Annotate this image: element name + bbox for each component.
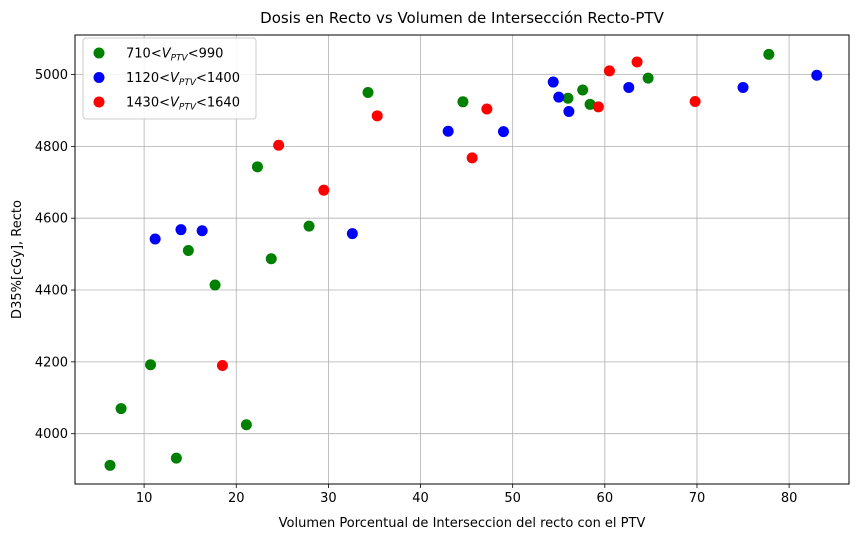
x-tick-label: 20 [228, 491, 245, 506]
data-points [104, 48, 823, 471]
y-axis-label: D35%[cGy], Recto [10, 200, 25, 319]
data-point-series-1 [209, 279, 221, 291]
data-point-series-1 [240, 419, 252, 431]
y-tick-label: 4600 [35, 212, 68, 227]
legend-marker-2 [93, 72, 105, 83]
data-point-series-3 [603, 65, 615, 77]
data-point-series-1 [251, 161, 263, 173]
legend-label-2: 1120<VPTV<1400 [126, 71, 240, 88]
data-point-series-1 [584, 98, 596, 110]
x-tick-label: 80 [781, 491, 798, 506]
data-point-series-1 [763, 48, 775, 60]
legend-label-3: 1430<VPTV<1640 [126, 96, 240, 113]
x-tick-label: 60 [597, 491, 614, 506]
x-tick-label: 30 [320, 491, 337, 506]
data-point-series-1 [303, 220, 315, 232]
data-point-series-1 [104, 459, 116, 471]
data-point-series-1 [562, 92, 574, 104]
plot-frame [74, 34, 850, 485]
x-tick-label: 40 [412, 491, 429, 506]
data-point-series-3 [318, 184, 330, 196]
data-point-series-2 [553, 91, 565, 103]
data-point-series-1 [457, 96, 469, 108]
x-tick-label: 10 [136, 491, 153, 506]
x-tick-label: 50 [504, 491, 521, 506]
data-point-series-2 [811, 69, 823, 81]
x-axis-label: Volumen Porcentual de Interseccion del r… [279, 516, 646, 531]
data-point-series-2 [196, 225, 208, 237]
data-point-series-1 [577, 84, 589, 96]
legend-box [82, 37, 257, 120]
data-point-series-1 [182, 245, 194, 257]
data-point-series-2 [442, 125, 454, 137]
axis-ticks: 10 20 30 40 50 60 70 80 4000 4200 4400 4600 4800 5000 [35, 68, 797, 506]
data-point-series-3 [216, 359, 228, 371]
y-tick-label: 4400 [35, 284, 68, 299]
data-point-series-3 [631, 56, 643, 68]
data-point-series-1 [362, 86, 374, 98]
data-point-series-1 [170, 452, 182, 464]
data-point-series-3 [371, 110, 383, 122]
legend: 710<VPTV<990 1120<VPTV<1400 1430<VPTV<1640 [82, 37, 257, 120]
data-point-series-3 [481, 103, 493, 115]
x-tick-label: 70 [689, 491, 706, 506]
legend-label-1: 710<VPTV<990 [126, 47, 223, 64]
data-point-series-1 [145, 359, 157, 371]
data-point-series-2 [497, 126, 509, 138]
y-tick-label: 4000 [35, 427, 68, 442]
data-point-series-2 [737, 81, 749, 93]
y-tick-label: 4800 [35, 140, 68, 155]
data-point-series-3 [273, 139, 285, 151]
y-tick-label: 4200 [35, 355, 68, 370]
data-point-series-3 [689, 95, 701, 107]
data-point-series-1 [642, 72, 654, 84]
data-point-series-2 [623, 81, 635, 93]
data-point-series-2 [175, 224, 187, 236]
chart-title: Dosis en Recto vs Volumen de Intersecció… [260, 9, 664, 27]
data-point-series-3 [466, 152, 478, 164]
data-point-series-2 [563, 106, 575, 118]
data-point-series-2 [547, 76, 559, 88]
legend-marker-3 [93, 96, 105, 108]
data-point-series-2 [346, 228, 358, 240]
data-point-series-1 [115, 403, 127, 415]
data-point-series-2 [149, 233, 161, 245]
data-point-series-1 [265, 253, 277, 265]
data-point-series-3 [592, 101, 604, 113]
legend-marker-1 [93, 47, 105, 59]
grid [75, 35, 849, 484]
y-tick-label: 5000 [35, 68, 68, 83]
